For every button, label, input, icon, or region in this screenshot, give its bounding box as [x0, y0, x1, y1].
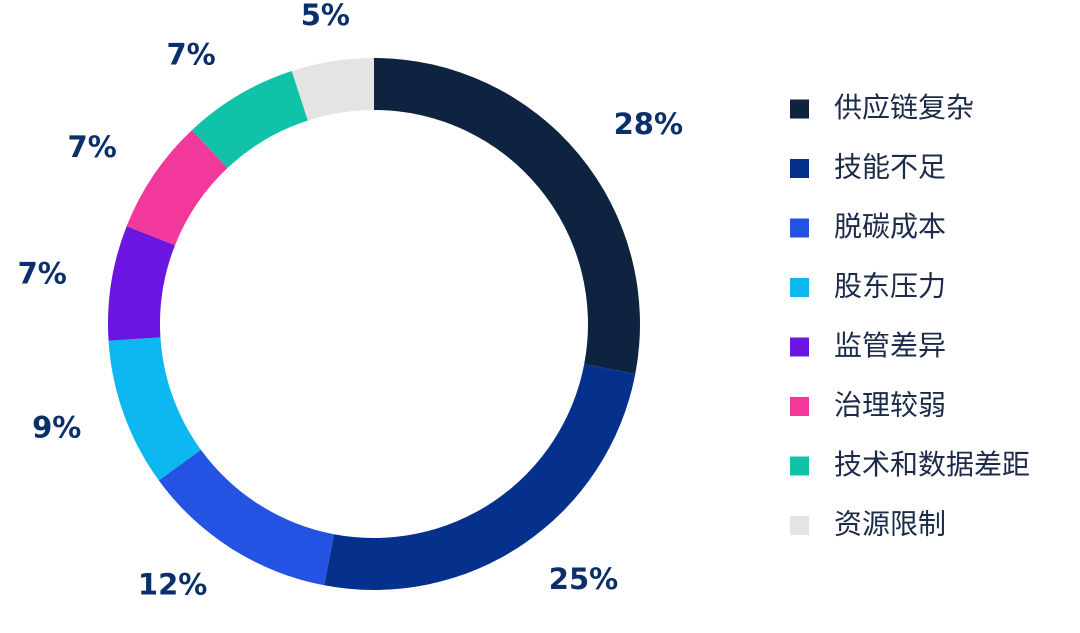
- legend-item-技能不足: 技能不足: [790, 151, 946, 184]
- legend-item-脱碳成本: 脱碳成本: [790, 210, 946, 243]
- value-labels: 28% 25% 12% 9% 7% 7% 7% 5%: [18, 0, 683, 602]
- slice-资源限制: [291, 58, 374, 121]
- legend-label-治理较弱: 治理较弱: [834, 389, 946, 422]
- value-label-技能不足: 25%: [549, 562, 618, 596]
- legend-swatch-股东压力: [790, 278, 809, 297]
- slice-技术和数据差距: [191, 71, 308, 169]
- legend-swatch-监管差异: [790, 337, 809, 357]
- legend-item-股东压力: 股东压力: [790, 270, 946, 303]
- legend-label-脱碳成本: 脱碳成本: [834, 210, 946, 243]
- value-label-资源限制: 5%: [301, 0, 350, 32]
- value-label-监管差异: 7%: [18, 256, 67, 290]
- legend-swatch-资源限制: [790, 516, 809, 535]
- slice-供应链复杂: [374, 58, 640, 374]
- legend-swatch-技术和数据差距: [790, 456, 809, 476]
- legend-swatch-脱碳成本: [790, 218, 809, 238]
- legend-label-股东压力: 股东压力: [834, 270, 946, 303]
- legend-label-监管差异: 监管差异: [834, 329, 946, 362]
- legend-swatch-供应链复杂: [790, 99, 809, 119]
- legend-item-治理较弱: 治理较弱: [790, 389, 946, 422]
- legend-swatch-技能不足: [790, 159, 809, 178]
- legend-label-技术和数据差距: 技术和数据差距: [834, 448, 1030, 481]
- value-label-脱碳成本: 12%: [138, 568, 207, 602]
- legend-label-资源限制: 资源限制: [834, 508, 946, 541]
- value-label-技术和数据差距: 7%: [166, 37, 215, 71]
- legend-label-技能不足: 技能不足: [834, 151, 946, 184]
- slice-技能不足: [324, 364, 636, 590]
- value-label-治理较弱: 7%: [68, 130, 117, 164]
- donut-slices: [108, 58, 640, 590]
- value-label-股东压力: 9%: [32, 410, 81, 444]
- legend-swatch-治理较弱: [790, 397, 809, 416]
- legend-item-监管差异: 监管差异: [790, 329, 946, 362]
- slice-脱碳成本: [158, 449, 334, 586]
- legend-label-供应链复杂: 供应链复杂: [834, 91, 974, 124]
- value-label-供应链复杂: 28%: [614, 107, 683, 141]
- slice-股东压力: [108, 337, 201, 481]
- slice-治理较弱: [126, 130, 228, 246]
- slice-监管差异: [108, 226, 176, 341]
- legend-item-资源限制: 资源限制: [790, 508, 946, 541]
- legend-item-技术和数据差距: 技术和数据差距: [790, 448, 1030, 481]
- legend-item-供应链复杂: 供应链复杂: [790, 91, 974, 124]
